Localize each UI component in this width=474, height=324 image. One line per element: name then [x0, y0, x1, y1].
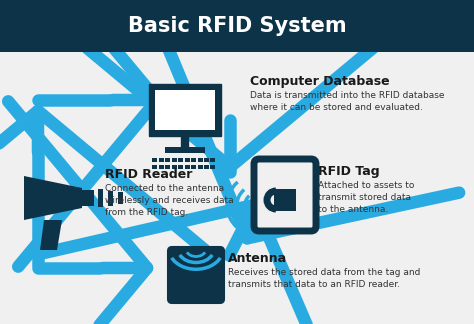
Polygon shape — [40, 220, 62, 250]
Bar — [108, 191, 113, 206]
Text: Receives the stored data from the tag and
transmits that data to an RFID reader.: Receives the stored data from the tag an… — [228, 268, 420, 289]
Bar — [118, 192, 123, 204]
Bar — [274, 189, 296, 211]
Bar — [198, 158, 202, 162]
Bar — [204, 165, 209, 169]
Bar — [210, 158, 216, 162]
Bar — [191, 158, 196, 162]
Bar — [165, 165, 170, 169]
FancyBboxPatch shape — [168, 247, 224, 303]
Bar — [185, 165, 190, 169]
Bar — [178, 165, 183, 169]
Bar — [155, 90, 215, 130]
Text: Antenna: Antenna — [228, 252, 287, 265]
Bar — [153, 158, 157, 162]
Text: Basic RFID System: Basic RFID System — [128, 16, 346, 36]
Bar — [159, 165, 164, 169]
Bar — [82, 190, 94, 206]
Bar — [191, 165, 196, 169]
Text: Computer Database: Computer Database — [250, 75, 390, 88]
Bar — [153, 165, 157, 169]
Text: Connected to the antenna
wirelessly and receives data
from the RFID tag.: Connected to the antenna wirelessly and … — [105, 184, 234, 217]
Bar — [172, 165, 177, 169]
Text: RFID Tag: RFID Tag — [318, 165, 380, 178]
Text: Data is transmitted into the RFID database
where it can be stored and evaluated.: Data is transmitted into the RFID databa… — [250, 91, 445, 112]
FancyBboxPatch shape — [254, 159, 316, 231]
Bar — [165, 147, 205, 153]
Bar — [204, 158, 209, 162]
Bar — [0, 0, 474, 52]
Bar — [98, 189, 103, 207]
FancyBboxPatch shape — [149, 84, 221, 136]
Bar — [210, 165, 216, 169]
Bar — [185, 158, 190, 162]
Polygon shape — [24, 176, 82, 220]
Bar — [165, 158, 170, 162]
Bar — [159, 158, 164, 162]
Bar — [198, 165, 202, 169]
Bar — [178, 158, 183, 162]
Bar — [172, 158, 177, 162]
Text: Attached to assets to
transmit stored data
to the antenna.: Attached to assets to transmit stored da… — [318, 181, 414, 214]
Text: RFID Reader: RFID Reader — [105, 168, 192, 181]
